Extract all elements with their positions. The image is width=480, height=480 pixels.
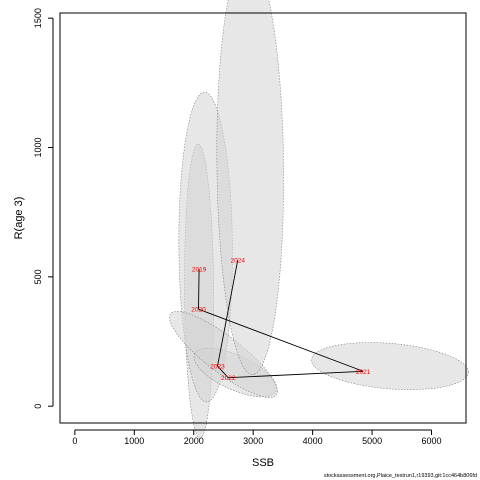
x-tick-label: 2000: [184, 436, 204, 446]
x-tick-label: 6000: [422, 436, 442, 446]
confidence-ellipse-2023: [169, 311, 278, 398]
x-tick-label: 4000: [303, 436, 323, 446]
point-label-2021: 2021: [356, 369, 371, 376]
point-label-2022: 2022: [221, 375, 236, 382]
trajectory-segment: [198, 269, 200, 310]
trajectory: [198, 259, 364, 379]
x-tick-label: 0: [72, 436, 77, 446]
confidence-ellipses: [169, 0, 469, 439]
y-axis: 0 500 1000 1500: [33, 8, 54, 409]
y-tick-label: 1500: [33, 8, 43, 28]
y-axis-label: R(age 3): [13, 197, 25, 240]
footer-note: stockassessment.org,Plaice_testrun1,r193…: [324, 473, 477, 479]
point-label-2020: 2020: [191, 307, 206, 314]
point-label-2023: 2023: [210, 364, 225, 371]
trajectory-segment: [228, 370, 364, 379]
y-tick-label: 1000: [33, 137, 43, 157]
point-label-2019: 2019: [192, 267, 207, 274]
trajectory-segment: [217, 259, 239, 367]
point-label-2024: 2024: [231, 258, 246, 265]
x-tick-label: 5000: [362, 436, 382, 446]
point-labels: 2019 2020 2021 2022 2023 2024: [191, 258, 371, 383]
x-tick-label: 3000: [243, 436, 263, 446]
trajectory-segment: [217, 365, 229, 379]
y-tick-label: 0: [33, 404, 43, 409]
plot-frame: [59, 12, 467, 424]
x-axis-label: SSB: [252, 457, 274, 469]
x-tick-label: 1000: [124, 436, 144, 446]
confidence-ellipse-2021: [311, 342, 469, 390]
y-tick-label: 500: [33, 269, 43, 284]
x-axis: 0 1000 2000 3000 4000 5000 6000: [72, 429, 442, 446]
